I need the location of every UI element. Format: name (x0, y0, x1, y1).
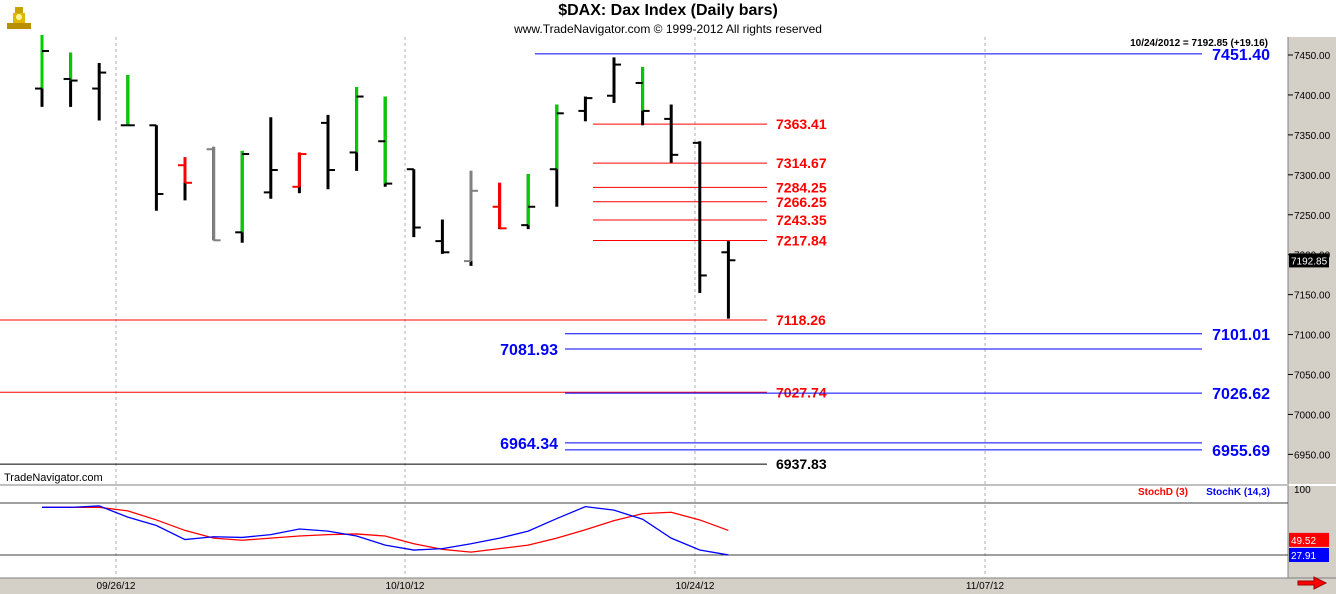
stochd-line (42, 506, 729, 553)
level-label: 7217.84 (776, 232, 827, 248)
y-tick-label: 7000.00 (1294, 410, 1331, 421)
stochd-last-box (1289, 532, 1329, 547)
stochk-last-label: 27.91 (1291, 551, 1316, 562)
level-label: 6955.69 (1212, 443, 1270, 460)
y-tick-label: 7300.00 (1294, 171, 1331, 182)
stoch-axis-panel (1288, 486, 1336, 578)
level-label: 7101.01 (1212, 327, 1270, 344)
level-label: 7026.62 (1212, 386, 1270, 403)
scroll-right-arrow-icon[interactable] (1296, 576, 1328, 590)
level-label: 7243.35 (776, 212, 827, 228)
watermark: TradeNavigator.com (4, 472, 103, 484)
y-tick-label: 7350.00 (1294, 131, 1331, 142)
x-tick-label: 10/10/12 (386, 581, 425, 592)
x-tick-label: 11/07/12 (966, 581, 1005, 592)
legend-stochd: StochD (3) (1138, 487, 1188, 498)
y-tick-label: 7400.00 (1294, 91, 1331, 102)
level-label: 7363.41 (776, 116, 827, 132)
y-tick-label: 6950.00 (1294, 450, 1331, 461)
level-label: 7118.26 (776, 312, 826, 328)
x-tick-label: 09/26/12 (97, 581, 136, 592)
chart-subtitle: www.TradeNavigator.com © 1999-2012 All r… (514, 22, 822, 36)
legend-stochk: StochK (14,3) (1206, 487, 1270, 498)
level-label: 7081.93 (500, 342, 558, 359)
level-label: 7451.40 (1212, 47, 1270, 64)
stochk-last-box (1289, 548, 1329, 562)
stochk-line (42, 505, 729, 556)
trade-navigator-logo-icon (7, 7, 31, 29)
level-label: 6937.83 (776, 456, 827, 472)
y-tick-label: 7150.00 (1294, 291, 1331, 302)
level-label: 7027.74 (776, 384, 827, 400)
level-label: 6964.34 (500, 436, 558, 453)
level-label: 7266.25 (776, 194, 827, 210)
y-tick-label: 7100.00 (1294, 331, 1331, 342)
stoch-y-tick-label: 100 (1294, 485, 1311, 496)
last-price-label: 7192.85 (1291, 256, 1328, 267)
y-tick-label: 7450.00 (1294, 51, 1331, 62)
stochd-last-label: 49.52 (1291, 536, 1316, 547)
y-tick-label: 7250.00 (1294, 211, 1331, 222)
date-axis-panel (0, 578, 1336, 594)
chart-title: $DAX: Dax Index (Daily bars) (558, 2, 778, 19)
last-price-box (1289, 253, 1329, 268)
x-tick-label: 10/24/12 (676, 581, 715, 592)
level-label: 7284.25 (776, 179, 827, 195)
y-tick-label: 7050.00 (1294, 371, 1331, 382)
last-bar-info: 10/24/2012 = 7192.85 (+19.16) (1130, 38, 1268, 49)
level-label: 7314.67 (776, 155, 827, 171)
